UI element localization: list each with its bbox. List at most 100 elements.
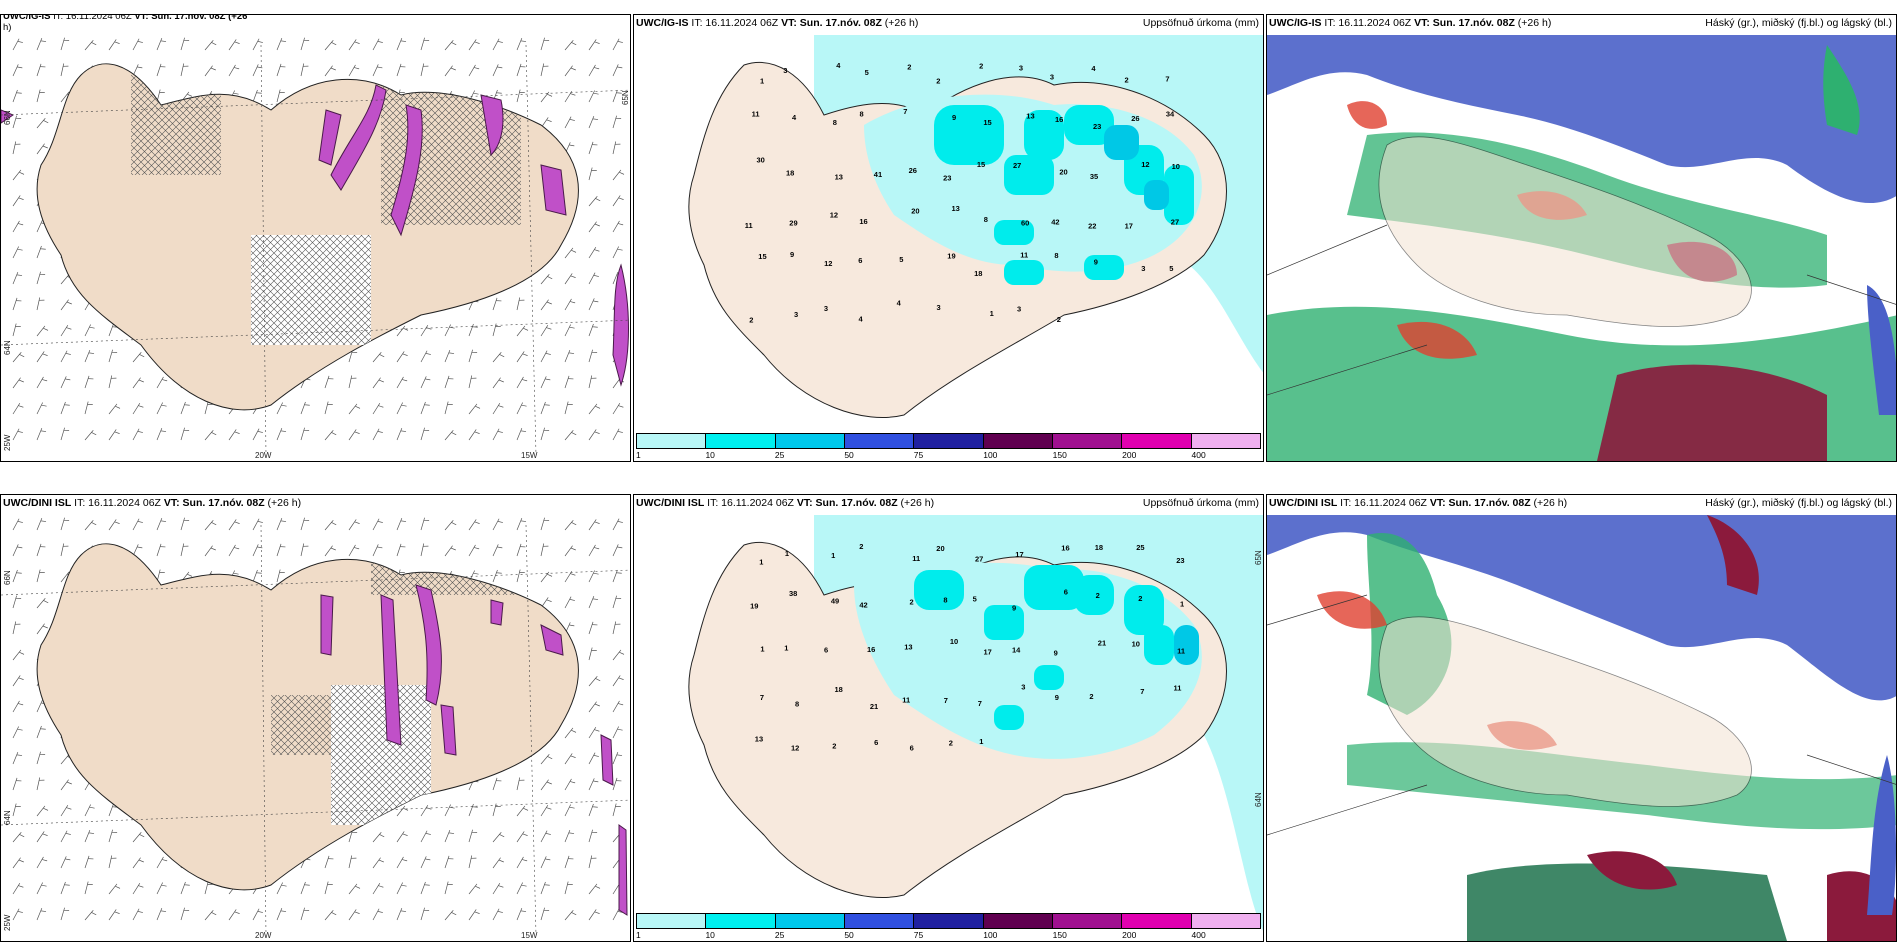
wind-barb (84, 430, 97, 441)
precip-value-label: 20 (936, 544, 944, 553)
panel-header: UWC/IG-IS IT: 16.11.2024 06Z VT: Sun. 17… (1269, 17, 1892, 29)
precip-value-label: 13 (952, 204, 960, 213)
wind-barb (612, 803, 621, 817)
wind-barb (36, 325, 49, 337)
wind-barb (420, 63, 429, 77)
wind-barb (564, 596, 575, 609)
precip-value-label: 7 (978, 699, 982, 708)
axis-label-20w: 20W (255, 451, 272, 460)
precip-value-label: 23 (1093, 122, 1101, 131)
precip-value-label: 2 (1089, 692, 1093, 701)
precip-value-label: 2 (1125, 76, 1129, 85)
wind-barb (588, 519, 600, 531)
wind-barb (156, 402, 167, 415)
wind-barb (612, 595, 622, 609)
wind-barb (588, 726, 600, 739)
wind-barb (156, 908, 167, 921)
wind-barb (324, 65, 336, 77)
wind-barb (492, 832, 505, 843)
wind-barb (348, 909, 360, 921)
wind-barb (36, 118, 49, 129)
wind-barb (468, 403, 481, 415)
wind-barb (516, 402, 527, 415)
precip-value-label: 25 (1136, 543, 1144, 552)
colorbar-swatch (775, 914, 845, 928)
wind-barb (300, 907, 310, 921)
wind-barb (444, 324, 455, 337)
wind-barb (12, 649, 25, 661)
wind-barb (132, 832, 145, 843)
colorbar-tick: 25 (774, 930, 785, 940)
wind-barb (372, 518, 383, 531)
wind-barb (276, 89, 285, 103)
wind-barb (12, 595, 22, 609)
wind-barb (36, 271, 46, 285)
wind-barb (468, 803, 478, 817)
wind-barb (180, 37, 190, 51)
wind-barb (60, 324, 72, 337)
precip-value-label: 15 (977, 160, 985, 169)
wind-barb (348, 544, 360, 557)
precip-value-label: 6 (1064, 588, 1068, 597)
wind-barb (540, 274, 553, 285)
precip-value-label: 12 (791, 744, 799, 753)
colorbar-swatch (983, 434, 1053, 448)
wind-barb (564, 881, 573, 895)
ice-bands (1, 84, 629, 387)
wind-barb (588, 909, 600, 921)
wind-barb (492, 803, 501, 817)
wind-barb (588, 246, 600, 259)
colorbar-swatch (1191, 434, 1260, 448)
colorbar-tick: 10 (705, 450, 715, 460)
precip-value-label: 2 (979, 62, 983, 71)
wind-barb (492, 38, 503, 51)
wind-barb (12, 89, 22, 103)
wind-barb (12, 518, 23, 531)
wind-barb (612, 544, 623, 557)
wind-barb (444, 545, 456, 557)
wind-barb (372, 38, 383, 51)
wind-barb (588, 429, 600, 441)
map-panel-precip-igis: 1 3 4 5 2 2 2 3 3 4 2 7 11 4 8 8 7 9 15 13 16 23 26 34 30 18 13 41 2… (633, 14, 1264, 462)
wind-barb (564, 401, 573, 415)
map-panel-clouds-igis: UWC/IG-IS IT: 16.11.2024 06Z VT: Sun. 17… (1266, 14, 1897, 462)
wind-barb (468, 544, 480, 557)
wind-barb (180, 63, 189, 77)
wind-barb (132, 857, 144, 869)
wind-barb (12, 141, 21, 155)
wind-barb (588, 596, 599, 609)
precip-value-label: 6 (824, 646, 828, 655)
axis-label-64n: 64N (3, 340, 12, 355)
precip-value-label: 13 (904, 642, 912, 651)
wind-barb (84, 375, 94, 389)
colorbar-swatch (983, 914, 1053, 928)
wind-barb (84, 520, 97, 531)
wind-barb (36, 428, 47, 441)
wind-barb (12, 675, 24, 687)
colorbar: 1 10 25 50 75 100 150 200 400 (636, 433, 1261, 460)
wind-barb (516, 777, 525, 791)
wind-barb (540, 571, 553, 583)
wind-barb (12, 621, 21, 635)
map-panel-clouds-dini: UWC/DINI ISL IT: 16.11.2024 06Z VT: Sun.… (1266, 494, 1897, 942)
precip-high-zones (914, 565, 1199, 730)
wind-barb (348, 429, 360, 441)
precip-value-label: 9 (790, 250, 794, 259)
wind-barb (12, 272, 23, 285)
axis-label-15w: 15W (521, 451, 538, 460)
wind-barb (468, 429, 480, 441)
wind-barb (540, 804, 552, 817)
precip-value-label: 7 (944, 696, 948, 705)
wind-barb (588, 141, 598, 155)
precip-value-label: 27 (1171, 218, 1179, 227)
precip-value-label: 9 (1012, 604, 1016, 613)
wind-barb (324, 430, 337, 441)
precip-value-label: 3 (824, 304, 828, 313)
precip-value-label: 18 (1095, 543, 1103, 552)
wind-barb (612, 700, 624, 713)
wind-barb (204, 40, 217, 51)
wind-barb (396, 856, 408, 869)
wind-barb (300, 543, 309, 557)
wind-barb (540, 907, 550, 921)
